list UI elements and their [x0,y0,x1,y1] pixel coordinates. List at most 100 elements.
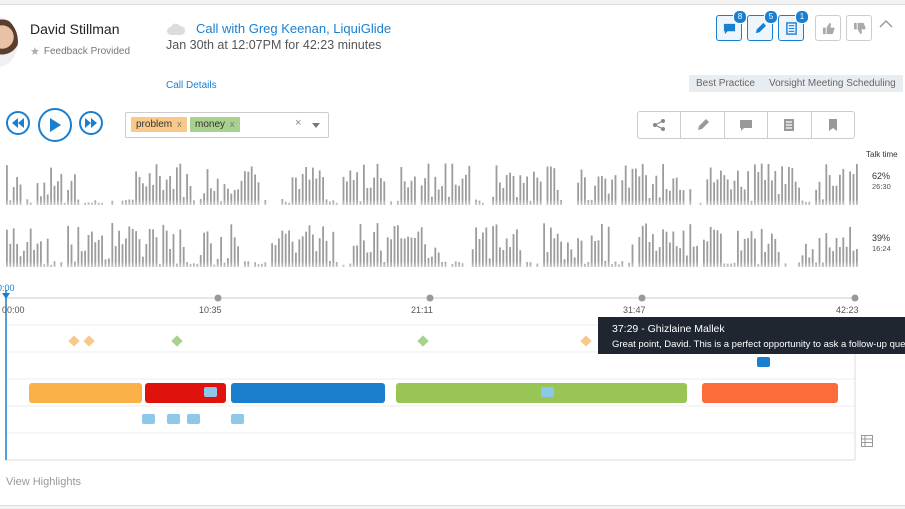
waveform-bar [720,170,722,205]
table-icon[interactable] [861,435,873,447]
waveform-bar [716,179,719,205]
waveform-bar [750,231,753,267]
waveform-bar [444,163,447,205]
topic-segment-blue[interactable] [231,383,385,403]
rewind-button[interactable] [6,111,30,135]
list-button[interactable]: 1 [778,10,809,41]
waveform-bar [519,250,522,267]
waveform-bar [186,173,188,205]
waveform-bar [852,250,855,267]
chip-remove-icon[interactable]: x [230,119,235,129]
waveform-bar [342,176,345,205]
waveform-bar [210,188,212,205]
keyword-marker-money[interactable] [417,335,429,347]
waveform-bar [176,167,178,205]
waveform-bar [135,171,137,205]
waveform-bar [665,189,668,205]
waveform-bar [536,177,539,205]
comment-marker[interactable] [204,387,217,397]
annotate-button[interactable] [681,112,725,138]
waveform-bar [839,174,841,205]
thumbs-up-button[interactable] [815,15,841,41]
speaker-1-percent: 62% [872,171,891,181]
waveform-bar [655,250,658,267]
topic-segment-coral[interactable] [702,383,838,403]
waveform-bar [499,182,501,205]
tick-label: 00:00 [2,305,25,315]
waveform-bar [227,188,229,205]
waveform-bar [216,178,219,205]
share-icon [653,119,666,131]
waveform-bar [407,236,409,267]
waveform-bar [771,233,773,267]
waveform-bar [332,231,335,267]
thumbs-down-button[interactable] [846,15,872,41]
topic-segment-orange[interactable] [29,383,142,403]
keyword-marker-problem[interactable] [580,335,592,347]
chip-remove-icon[interactable]: x [177,119,182,129]
chevron-up-icon[interactable] [878,17,894,31]
waveform-bar [754,238,756,267]
waveform-bar [318,170,321,205]
edits-badge: 5 [764,10,778,24]
waveform-bar [652,234,654,267]
waveform-bar [672,231,675,267]
keyword-marker-money[interactable] [171,335,183,347]
waveform-bar [737,170,739,205]
keyword-marker-problem[interactable] [83,335,95,347]
comment-marker[interactable] [231,414,244,424]
waveform-bar [794,181,797,205]
share-button[interactable] [638,112,682,138]
waveform-bar [638,237,641,267]
comment-marker[interactable] [142,414,155,424]
waveform-bar [220,237,222,267]
filter-chip-problem[interactable]: problem x [131,117,187,132]
waveform-bar [397,225,399,267]
waveform-bar [94,242,97,267]
timeline-area[interactable] [0,290,860,470]
waveform-bar [781,166,783,205]
waveform-bar [597,176,600,205]
waveform-bar [148,228,151,267]
waveform-bar [689,189,692,205]
waveform-bar [152,229,154,267]
keyword-marker-problem[interactable] [68,335,80,347]
call-title[interactable]: Call with Greg Keenan, LiquiGlide [196,21,392,36]
fast-forward-button[interactable] [79,111,103,135]
waveform-bar [407,187,409,205]
waveform-bar [97,239,100,267]
tag-best-practice[interactable]: Best Practice [689,75,762,92]
comment-marker[interactable] [187,414,200,424]
waveform-bar [206,231,209,267]
play-button[interactable] [38,108,72,142]
waveform-bar [356,245,358,267]
topic-filter[interactable]: problem x money x × [125,112,329,138]
waveform-bar [767,163,770,205]
waveform-bar [546,166,549,205]
notes-button[interactable] [768,112,812,138]
talk-waveform[interactable] [0,155,860,275]
call-details-link[interactable]: Call Details [166,80,217,91]
comment-button[interactable] [725,112,769,138]
waveform-bar [424,244,426,267]
tag-vorsight-meeting[interactable]: Vorsight Meeting Scheduling [762,75,903,92]
view-highlights-link[interactable]: View Highlights [6,476,82,488]
bookmark-button[interactable] [812,112,854,138]
clear-filter-icon[interactable]: × [295,117,302,129]
comments-button[interactable]: 8 [716,10,747,41]
comment-marker[interactable] [541,387,554,397]
waveform-bar [757,172,760,205]
waveform-bar [706,179,709,205]
speaker-2-duration: 16:24 [872,244,891,253]
filter-chip-money[interactable]: money x [190,117,240,132]
comment-marker[interactable] [167,414,180,424]
waveform-bar [274,245,277,267]
active-comment-marker[interactable] [757,357,770,367]
waveform-bar [665,231,668,267]
waveform-bar [682,190,685,205]
waveform-bar [281,230,284,267]
edit-button[interactable]: 5 [747,10,778,41]
waveform-bar [631,168,634,205]
chevron-down-icon[interactable] [312,123,320,128]
playhead-handle[interactable] [2,293,10,299]
